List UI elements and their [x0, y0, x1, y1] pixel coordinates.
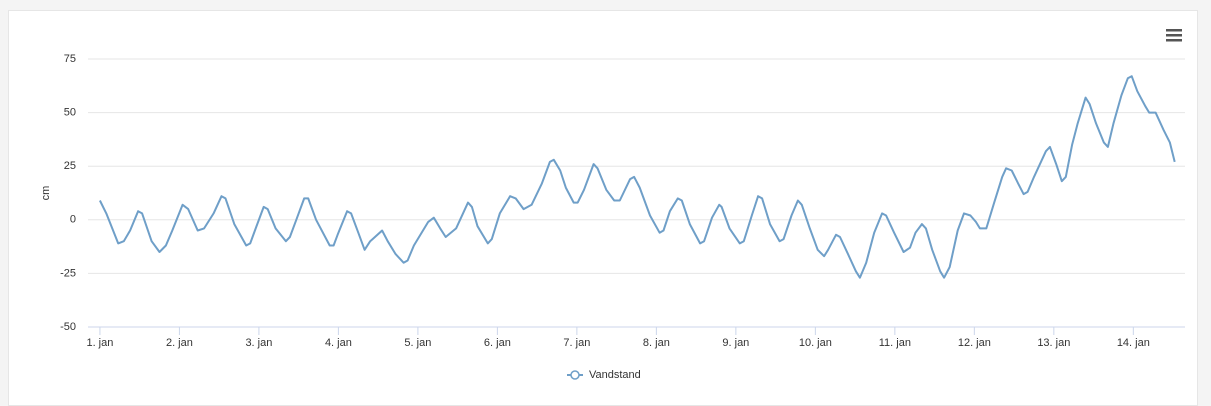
- x-tick-label: 12. jan: [958, 337, 991, 349]
- y-tick-label: -50: [60, 321, 76, 333]
- x-tick-label: 2. jan: [166, 337, 193, 349]
- x-tick-label: 13. jan: [1037, 337, 1070, 349]
- x-tick-label: 11. jan: [879, 337, 911, 349]
- x-tick-label: 8. jan: [643, 337, 670, 349]
- x-tick-label: 10. jan: [799, 337, 832, 349]
- menu-button[interactable]: [1162, 25, 1186, 45]
- chart-card: [8, 10, 1198, 406]
- menu-bar: [1166, 39, 1182, 42]
- y-tick-label: 25: [64, 160, 76, 172]
- y-tick-label: 0: [70, 214, 76, 226]
- y-tick-label: 50: [64, 107, 76, 119]
- legend-label[interactable]: Vandstand: [589, 369, 641, 381]
- menu-bar: [1166, 29, 1182, 32]
- x-tick-label: 1. jan: [86, 337, 113, 349]
- y-tick-label: -25: [60, 267, 76, 279]
- x-tick-label: 6. jan: [484, 337, 511, 349]
- x-tick-label: 9. jan: [722, 337, 749, 349]
- x-tick-label: 7. jan: [563, 337, 590, 349]
- y-axis-title: cm: [40, 186, 52, 201]
- legend-marker: [570, 370, 580, 380]
- menu-bar: [1166, 34, 1182, 37]
- x-tick-label: 14. jan: [1117, 337, 1150, 349]
- series-line: [99, 75, 1176, 279]
- x-tick-label: 5. jan: [404, 337, 431, 349]
- x-tick-label: 3. jan: [245, 337, 272, 349]
- x-tick-label: 4. jan: [325, 337, 352, 349]
- y-tick-label: 75: [64, 53, 76, 65]
